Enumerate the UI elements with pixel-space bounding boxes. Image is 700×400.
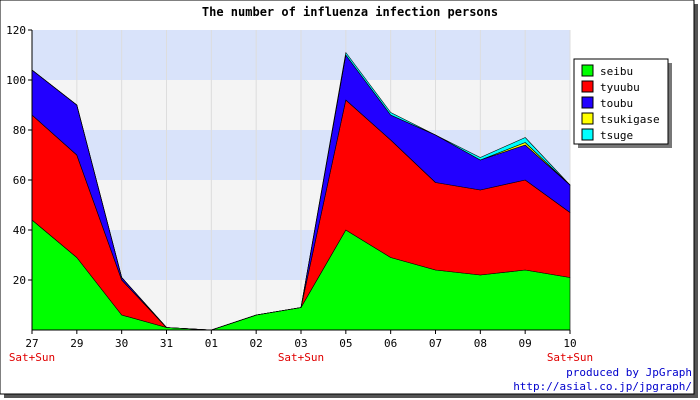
x-tick-label: 31 [160,337,173,350]
legend-swatch-tyuubu [581,80,594,93]
legend: seibu tyuubu toubu tsukigase tsuge [573,58,672,148]
legend-label-tyuubu: tyuubu [600,81,640,94]
weekend-label: Sat+Sun [9,351,55,364]
weekend-label: Sat+Sun [547,351,593,364]
y-tick-label: 100 [6,74,26,87]
x-tick-label: 09 [519,337,532,350]
x-axis-ticks: 27 29 30 31 01 02 03 05 06 07 08 09 10 [25,330,577,350]
legend-swatch-toubu [581,96,594,109]
x-tick-label: 10 [563,337,576,350]
x-tick-label: 03 [294,337,307,350]
legend-swatch-seibu [581,64,594,77]
y-tick-label: 80 [13,124,26,137]
y-tick-label: 20 [13,274,26,287]
weekend-label: Sat+Sun [278,351,324,364]
x-tick-label: 27 [25,337,38,350]
y-axis-ticks: 20 40 60 80 100 120 [6,24,32,287]
x-tick-label: 02 [250,337,263,350]
chart-title: The number of influenza infection person… [202,5,498,19]
legend-label-seibu: seibu [600,65,633,78]
x-tick-label: 29 [70,337,83,350]
credit-line-1: produced by JpGraph [566,366,692,379]
x-tick-label: 08 [474,337,487,350]
credit-line-2: http://asial.co.jp/jpgraph/ [513,380,692,393]
legend-label-tsuge: tsuge [600,129,633,142]
x-tick-label: 07 [429,337,442,350]
y-tick-label: 60 [13,174,26,187]
legend-swatch-tsuge [581,128,594,141]
x-tick-label: 01 [205,337,218,350]
legend-label-tsukigase: tsukigase [600,113,660,126]
x-tick-label: 06 [384,337,397,350]
x-tick-label: 30 [115,337,128,350]
legend-swatch-tsukigase [581,112,594,125]
y-tick-label: 120 [6,24,26,37]
x-tick-label: 05 [339,337,352,350]
weekend-labels: Sat+Sun Sat+Sun Sat+Sun [9,351,593,364]
y-tick-label: 40 [13,224,26,237]
legend-label-toubu: toubu [600,97,633,110]
